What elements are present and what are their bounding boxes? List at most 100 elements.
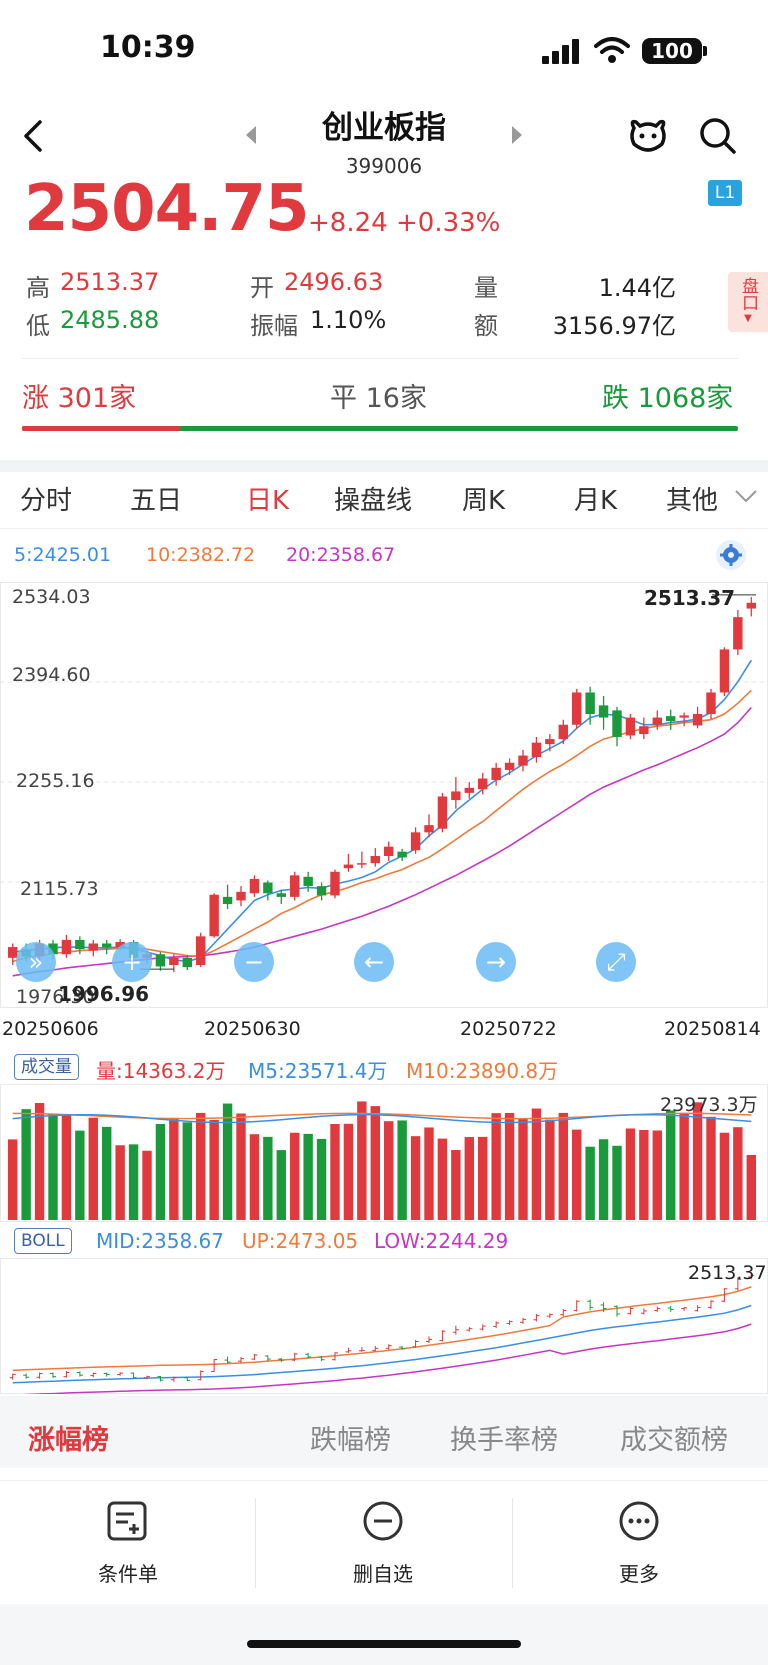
arrow-left-icon[interactable]: ← xyxy=(354,942,394,982)
candle xyxy=(155,954,166,967)
search-icon[interactable] xyxy=(698,116,738,156)
low-label: 低 xyxy=(26,312,50,340)
status-time: 10:39 xyxy=(100,30,196,65)
candle xyxy=(598,705,609,718)
volume-bar xyxy=(746,1155,756,1220)
candle xyxy=(249,878,260,894)
order-book-label: 盘口 xyxy=(738,277,758,311)
breadth-up-fill xyxy=(22,426,180,431)
tab-top-gainers[interactable]: 涨幅榜 xyxy=(28,1425,109,1456)
boll-chart[interactable] xyxy=(0,1258,768,1394)
ma10-value: 10:2382.72 xyxy=(146,544,256,566)
candle xyxy=(330,871,340,896)
high-label: 高 xyxy=(26,274,50,302)
period-tab[interactable]: 五日 xyxy=(130,486,183,516)
remove-watchlist-icon[interactable] xyxy=(362,1500,404,1542)
boll-up-line xyxy=(12,1286,752,1372)
bottom-divider xyxy=(255,1498,256,1588)
y-tick: 2255.16 xyxy=(16,770,95,792)
period-tab[interactable]: 日K xyxy=(246,486,290,516)
level-badge[interactable]: L1 xyxy=(708,180,742,206)
volume-bar xyxy=(612,1145,622,1220)
period-tab[interactable]: 其他 xyxy=(666,486,719,516)
candle xyxy=(719,649,730,693)
ma5-line xyxy=(12,659,752,963)
fold-icon[interactable]: » xyxy=(16,942,56,982)
period-tab[interactable]: 分时 xyxy=(20,486,73,516)
volume-today: 量:14363.2万 xyxy=(96,1059,226,1083)
volume-bar xyxy=(115,1145,125,1220)
volume-bar xyxy=(276,1150,286,1220)
advancers: 涨 301家 xyxy=(22,383,137,414)
boll-tag[interactable]: BOLL xyxy=(14,1228,72,1254)
volume-bar xyxy=(330,1123,340,1220)
volume-bar xyxy=(706,1116,716,1220)
volume-bar xyxy=(545,1119,555,1220)
back-icon[interactable] xyxy=(22,118,46,154)
period-tab[interactable]: 操盘线 xyxy=(334,486,413,516)
candle xyxy=(75,939,85,950)
wifi-icon xyxy=(594,37,630,63)
candle xyxy=(222,896,233,905)
next-stock-icon[interactable] xyxy=(510,124,524,146)
prev-stock-icon[interactable] xyxy=(244,124,258,146)
low-value: 2485.88 xyxy=(60,306,160,334)
candle xyxy=(263,882,273,894)
tab-top-losers[interactable]: 跌幅榜 xyxy=(310,1425,391,1456)
expand-icon[interactable]: ⤢ xyxy=(596,942,636,982)
candle xyxy=(531,742,542,758)
max-price-label: 2513.37 xyxy=(644,586,736,610)
candle xyxy=(424,825,434,833)
boll-low-line xyxy=(22,1323,752,1394)
y-tick: 2534.03 xyxy=(12,586,91,608)
more-button[interactable]: 更多 xyxy=(619,1562,659,1586)
remove-watchlist-button[interactable]: 删自选 xyxy=(353,1562,413,1586)
breadth-bar xyxy=(22,426,738,431)
volume-bar xyxy=(357,1101,367,1220)
candle xyxy=(679,715,689,718)
order-book-tab[interactable]: 盘口 ▼ xyxy=(728,272,768,332)
volume-bar xyxy=(558,1112,568,1220)
chart-settings-icon[interactable] xyxy=(716,540,746,570)
tab-turnover-rate[interactable]: 换手率榜 xyxy=(450,1425,558,1456)
bottom-divider xyxy=(512,1498,513,1588)
volume-bar xyxy=(666,1110,676,1220)
candle xyxy=(518,755,528,766)
arrow-right-icon[interactable]: → xyxy=(476,942,516,982)
tab-turnover-amount[interactable]: 成交额榜 xyxy=(620,1425,728,1456)
zoom-in-icon[interactable]: + xyxy=(112,942,152,982)
volume-bar xyxy=(34,1103,45,1220)
y-tick: 2115.73 xyxy=(20,878,99,900)
candle xyxy=(692,713,703,726)
more-icon[interactable] xyxy=(618,1500,660,1542)
volume-bar xyxy=(196,1112,206,1220)
conditional-order-icon[interactable] xyxy=(106,1500,148,1542)
signal-icon xyxy=(542,38,582,64)
volume-bar xyxy=(182,1122,192,1220)
amount-label: 额 xyxy=(474,312,498,340)
volume-bar xyxy=(625,1128,636,1220)
bull-mascot-icon[interactable] xyxy=(628,118,668,156)
volume-bar xyxy=(598,1139,609,1220)
volume-tag[interactable]: 成交量 xyxy=(14,1054,79,1080)
boll-mid: MID:2358.67 xyxy=(96,1229,224,1253)
ma20-line xyxy=(12,706,752,977)
volume-bar xyxy=(169,1117,179,1220)
zoom-out-icon[interactable]: − xyxy=(234,942,274,982)
volume-chart[interactable] xyxy=(0,1084,768,1222)
conditional-order-button[interactable]: 条件单 xyxy=(98,1562,158,1586)
home-indicator[interactable] xyxy=(247,1640,521,1648)
volume-bar xyxy=(518,1119,528,1220)
boll-low: LOW:2244.29 xyxy=(374,1229,509,1253)
boll-up: UP:2473.05 xyxy=(242,1229,359,1253)
period-tab[interactable]: 月K xyxy=(574,486,618,516)
volume-bar xyxy=(437,1138,448,1220)
volume-bar xyxy=(343,1123,354,1220)
chevron-down-icon[interactable] xyxy=(734,488,758,504)
price-change-pct: +0.33% xyxy=(396,208,501,238)
period-tab[interactable]: 周K xyxy=(462,486,506,516)
battery-nub xyxy=(703,46,707,56)
volume-bar xyxy=(679,1113,689,1220)
volume-bar xyxy=(222,1103,233,1220)
candle xyxy=(652,717,662,725)
